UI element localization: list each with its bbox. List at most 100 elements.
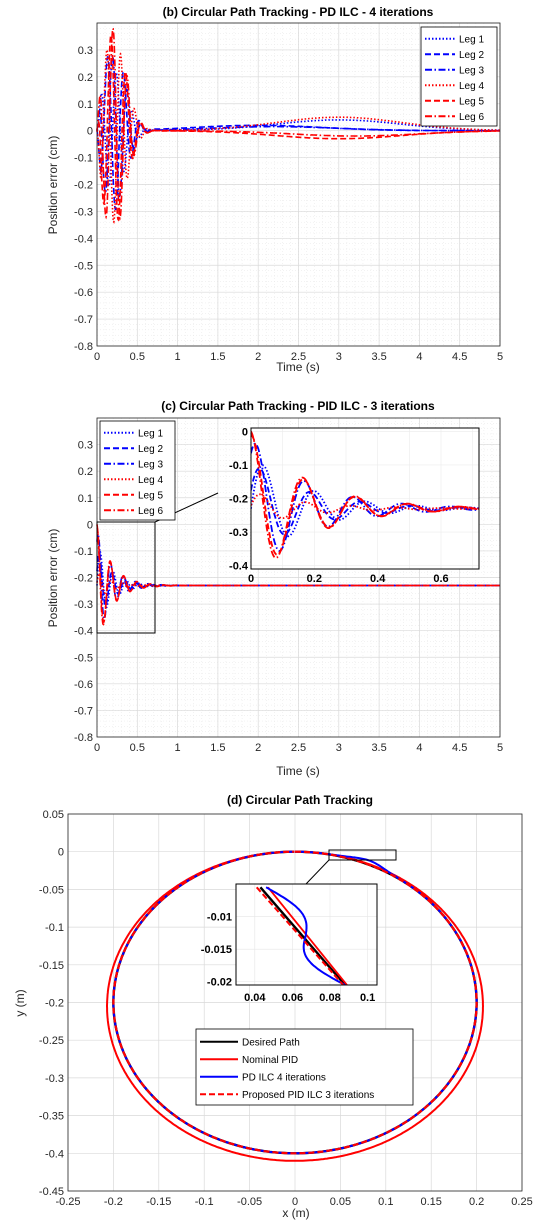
y-tick-label: -0.35 (39, 1111, 64, 1123)
series-line-b-leg-2 (96, 56, 500, 211)
legend-entry: Proposed PID ILC 3 iterations (242, 1090, 374, 1101)
x-tick-label: 0 (94, 742, 100, 754)
y-tick-label: 0.2 (78, 72, 93, 84)
inset-x-tick-label: 0.06 (282, 992, 303, 1004)
y-tick-label: -0.4 (74, 233, 93, 245)
y-tick-label: -0.25 (39, 1035, 64, 1047)
panel-b-series (96, 27, 500, 224)
legend-box (99, 420, 176, 521)
x-tick-label: 3 (336, 351, 342, 363)
panel-d-ylabel: y (m) (13, 989, 27, 1016)
legend-entry: Leg 4 (459, 81, 484, 92)
y-tick-label: -0.6 (74, 679, 93, 691)
x-tick-label: 0 (292, 1196, 298, 1208)
panel-d-series (106, 850, 485, 1162)
inset-line-c-leg-2 (251, 467, 479, 536)
y-tick-label: 0 (58, 847, 64, 859)
y-tick-label: 0.3 (78, 45, 93, 57)
x-tick-label: -0.25 (55, 1196, 80, 1208)
x-tick-label: -0.2 (104, 1196, 123, 1208)
legend-entry: Leg 3 (459, 65, 484, 76)
x-tick-label: 3.5 (371, 351, 386, 363)
y-tick-label: 0.3 (78, 440, 93, 452)
x-tick-label: 1 (175, 351, 181, 363)
inset-frame (250, 427, 480, 570)
series-line-b-leg-6 (96, 27, 500, 222)
x-tick-label: 1.5 (210, 742, 225, 754)
x-tick-label: 0.1 (378, 1196, 393, 1208)
inset-line-desired (259, 886, 346, 985)
legend-entry: Leg 6 (459, 112, 484, 123)
inset-y-tick-label: -0.4 (229, 561, 249, 573)
panel-b-title: (b) Circular Path Tracking - PD ILC - 4 … (163, 5, 434, 19)
y-tick-label: 0 (87, 126, 93, 138)
x-tick-label: 0 (94, 351, 100, 363)
panel-d-title: (d) Circular Path Tracking (227, 793, 373, 807)
y-tick-label: -0.4 (45, 1148, 64, 1160)
panel-c-inset: 0 0.2 0.4 0.6 0 -0.1 -0.2 -0.3 -0.4 (229, 426, 480, 585)
inset-y-tick-label: -0.01 (207, 912, 232, 924)
inset-line-c-leg-5 (251, 434, 479, 556)
inset-line-proposed (255, 886, 344, 985)
panel-c-legend: Leg 1 Leg 2 Leg 3 Leg 4 Leg 5 Leg 6 (99, 420, 176, 521)
panel-c: (c) Circular Path Tracking - PID ILC - 3… (46, 399, 503, 778)
y-tick-label: -0.45 (39, 1186, 64, 1198)
x-tick-label: 1.5 (210, 351, 225, 363)
inset-y-tick-label: -0.1 (229, 460, 248, 472)
panel-c-title: (c) Circular Path Tracking - PID ILC - 3… (161, 399, 435, 413)
panel-b-grid (96, 22, 501, 347)
inset-series (255, 886, 348, 985)
panel-b-ylabel: Position error (cm) (46, 136, 60, 235)
series-line-b-leg-1 (96, 72, 500, 187)
inset-line-c-leg-1 (251, 464, 479, 538)
inset-line-pd-ilc (265, 886, 346, 985)
panel-b-legend: Leg 1 Leg 2 Leg 3 Leg 4 Leg 5 Leg 6 (420, 26, 498, 127)
x-tick-label: -0.05 (237, 1196, 262, 1208)
legend-entry: Desired Path (242, 1037, 300, 1048)
y-tick-label: -0.8 (74, 341, 93, 353)
inset-x-tick-label: 0.6 (433, 573, 448, 585)
panel-b-axes-box (96, 22, 501, 347)
inset-line-c-leg-6 (251, 430, 479, 559)
x-tick-label: 5 (497, 742, 503, 754)
panel-c-ticks: 0 0.5 1 1.5 2 2.5 3 3.5 4 4.5 5 0.3 0.2 0.1 0 -0.1 -0.2 -… (74, 440, 503, 754)
y-tick-label: -0.5 (74, 652, 93, 664)
panel-c-xlabel: Time (s) (276, 764, 320, 778)
y-tick-label: -0.5 (74, 260, 93, 272)
legend-entry: Leg 5 (138, 490, 163, 501)
y-tick-label: 0.05 (43, 809, 64, 821)
x-tick-label: 2.5 (291, 742, 306, 754)
panel-d-axes-box (67, 813, 523, 1192)
panel-d-legend: Desired Path Nominal PID PD ILC 4 iteratio… (195, 1028, 414, 1106)
panel-d-xlabel: x (m) (282, 1206, 309, 1220)
legend-entry: Leg 5 (459, 96, 484, 107)
x-tick-label: 0.15 (420, 1196, 441, 1208)
series-path-d-proposed-pid-ilc-3-iterations (112, 850, 478, 1155)
series-line-c-leg-6 (96, 524, 500, 626)
panel-d-inset: 0.04 0.06 0.08 0.1 -0.01 -0.015 -0.02 (201, 883, 378, 1004)
x-tick-label: 4 (416, 351, 422, 363)
x-tick-label: 3 (336, 742, 342, 754)
panel-b-xlabel: Time (s) (276, 360, 320, 374)
x-tick-label: -0.1 (195, 1196, 214, 1208)
x-tick-label: 2 (255, 742, 261, 754)
inset-x-tick-label: 0 (248, 573, 254, 585)
x-tick-label: 4 (416, 742, 422, 754)
legend-entry: Leg 2 (459, 50, 484, 61)
panel-d-zoom-connector (305, 859, 330, 885)
x-tick-label: 4.5 (452, 351, 467, 363)
x-tick-label: 4.5 (452, 742, 467, 754)
y-tick-label: 0.1 (78, 99, 93, 111)
inset-y-tick-label: -0.3 (229, 527, 248, 539)
panel-d: (d) Circular Path Tracking -0.25 -0.2 -0.1… (13, 793, 533, 1220)
y-tick-label: -0.6 (74, 287, 93, 299)
y-tick-label: 0.2 (78, 466, 93, 478)
y-tick-label: -0.8 (74, 732, 93, 744)
y-tick-label: -0.1 (45, 922, 64, 934)
y-tick-label: -0.2 (74, 573, 93, 585)
inset-x-tick-label: 0.1 (360, 992, 375, 1004)
y-tick-label: -0.3 (74, 206, 93, 218)
legend-entry: Leg 3 (138, 459, 163, 470)
panel-d-zoom-box (328, 849, 397, 861)
